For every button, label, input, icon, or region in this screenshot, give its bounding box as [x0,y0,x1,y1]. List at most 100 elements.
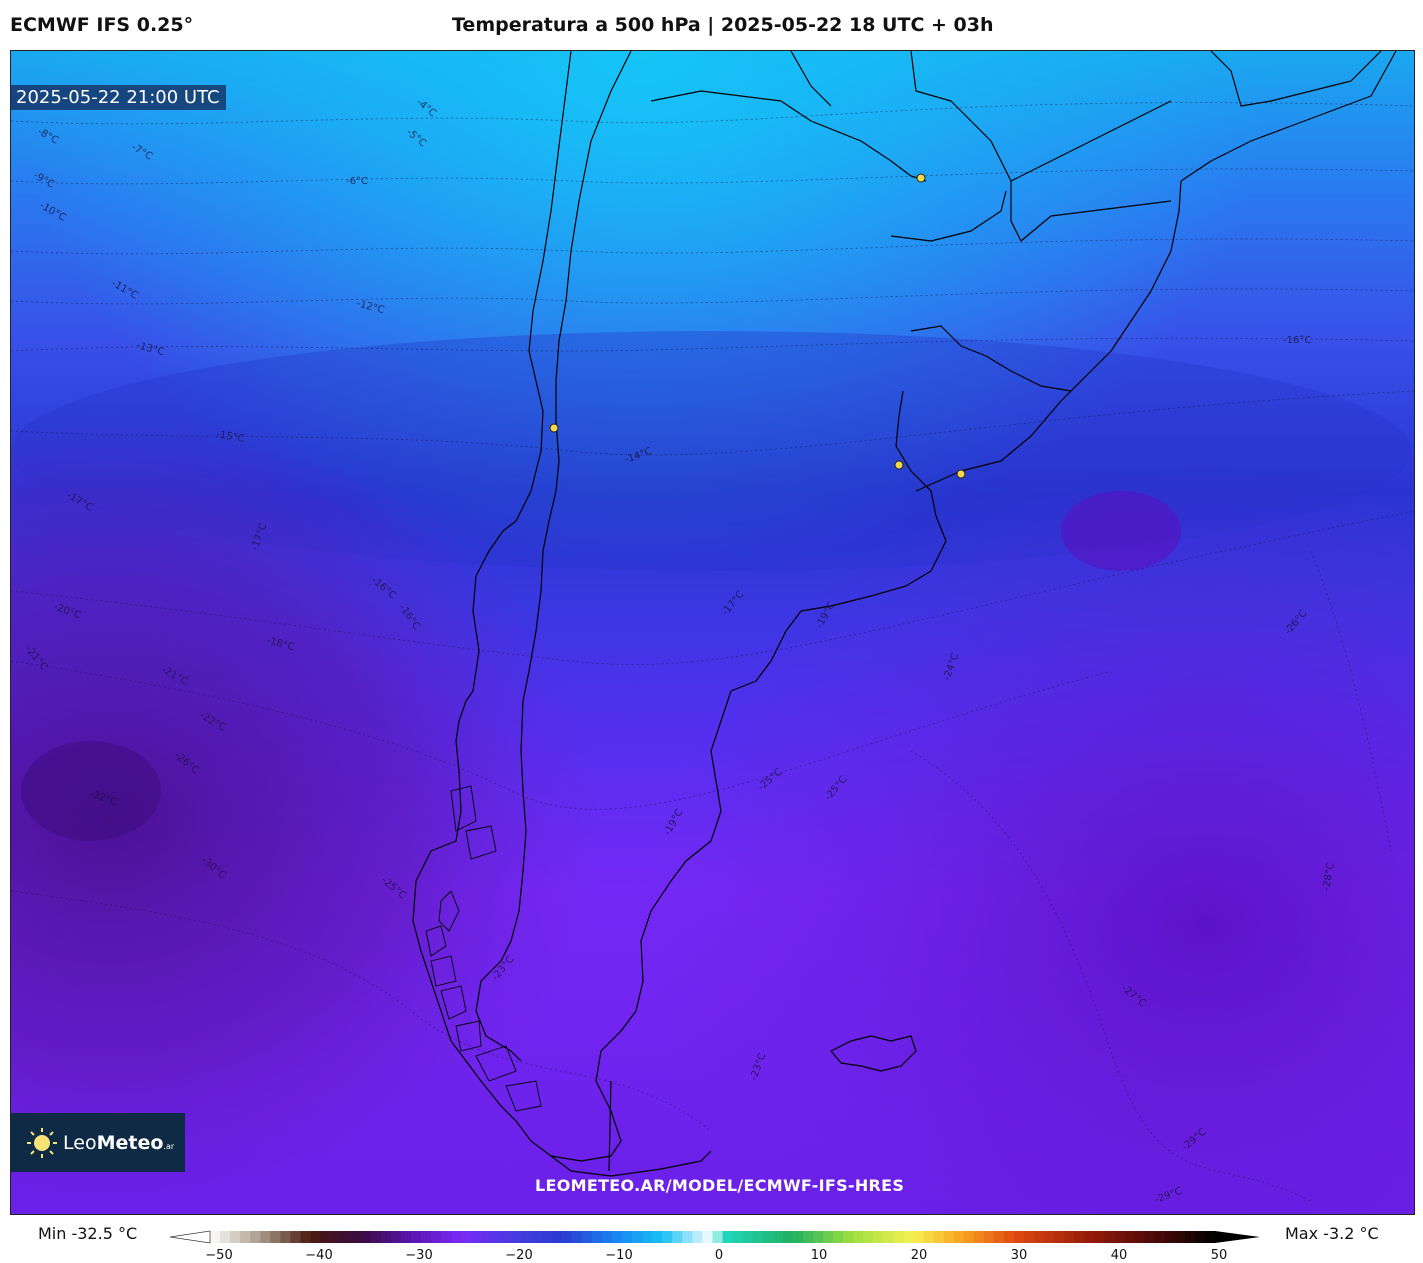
colorbar-tick-label: 40 [1110,1248,1128,1263]
colorbar-cell [1074,1231,1085,1243]
colorbar-tick-label: 50 [1210,1248,1228,1263]
colorbar-cell [772,1231,784,1243]
logo-brand-light: Leo [63,1131,97,1154]
colorbar-cell [1034,1231,1045,1243]
colorbar-cell [400,1231,412,1243]
colorbar-cell [380,1231,392,1243]
colorbar-cell [421,1231,432,1243]
colorbar-cell [350,1231,362,1243]
colorbar-cell [752,1231,764,1243]
colorbar-cell [1114,1231,1126,1243]
colorbar-cell [1204,1231,1216,1243]
colorbar-cell [612,1231,623,1243]
colorbar-cell [521,1231,533,1243]
colorbar-cell [1124,1231,1136,1243]
colorbar-cell [210,1231,221,1243]
colorbar-cell [320,1231,332,1243]
city-marker [916,173,926,183]
colorbar-cell [561,1231,573,1243]
colorbar-cell [993,1231,1005,1243]
colorbar-cell [843,1231,854,1243]
colorbar-cell [581,1231,593,1243]
colorbar-cell [290,1231,302,1243]
min-temperature-label: Min -32.5 °C [38,1224,138,1243]
colorbar-cell [330,1231,342,1243]
colorbar-cell [762,1231,774,1243]
colorbar-cell [1024,1231,1035,1243]
colorbar-cell [240,1231,251,1243]
colorbar-tick-label: 10 [810,1248,828,1263]
map-title: Temperatura a 500 hPa | 2025-05-22 18 UT… [452,14,994,36]
contour-label: -15°C [215,429,245,445]
colorbar-cell [390,1231,402,1243]
colorbar-cell [863,1231,874,1243]
colorbar-cell [1104,1231,1116,1243]
colorbar-cell [280,1231,291,1243]
colorbar-cell [802,1231,814,1243]
map-canvas: -4°C -5°C -6°C -7°C -8°C -9°C -10°C -11°… [11,51,1414,1214]
colorbar-cell [662,1231,673,1243]
colorbar-cell [451,1231,462,1243]
colorbar-cell [260,1231,271,1243]
colorbar-cell [1014,1231,1025,1243]
colorbar-cell [963,1231,975,1243]
colorbar-cell [370,1231,382,1243]
colorbar-cell [340,1231,352,1243]
colorbar-cell [310,1231,322,1243]
colorbar-cell [923,1231,935,1243]
colorbar-cell [1003,1231,1015,1243]
colorbar-cell [431,1231,442,1243]
colorbar-cell [471,1231,482,1243]
colorbar-cell [692,1231,704,1243]
colorbar-tick-label: 30 [1010,1248,1028,1263]
source-watermark: LEOMETEO.AR/MODEL/ECMWF-IFS-HRES [535,1176,905,1195]
colorbar-cell [1184,1231,1196,1243]
colorbar-cell [903,1231,915,1243]
colorbar-cell [893,1231,905,1243]
colorbar-cell [461,1231,472,1243]
colorbar-tick-label: −10 [605,1248,633,1263]
colorbar-cell [853,1231,864,1243]
colorbar-cell [601,1231,613,1243]
logo-suffix: .ar [163,1141,175,1151]
max-temperature-label: Max -3.2 °C [1285,1224,1379,1243]
colorbar-cell [501,1231,513,1243]
colorbar-cell [551,1231,563,1243]
contour-label: -6°C [346,176,368,187]
logo-brand-bold: Meteo [96,1131,164,1154]
colorbar-cell [1094,1231,1106,1243]
colorbar-tick-label: −50 [205,1248,233,1263]
colorbar-cell [913,1231,925,1243]
colorbar-cell [481,1231,492,1243]
model-name: ECMWF IFS 0.25° [10,14,194,36]
colorbar-cell [591,1231,603,1243]
contour-label: -16°C [1283,335,1311,346]
colorbar-cell [933,1231,945,1243]
colorbar-cell [883,1231,894,1243]
colorbar-cell [1154,1231,1166,1243]
colorbar-cell [722,1231,734,1243]
temperature-colorbar [170,1230,1260,1244]
logo-text: LeoMeteo.ar [63,1132,174,1154]
colorbar-tick-label: −20 [505,1248,533,1263]
leometeo-logo[interactable]: LeoMeteo.ar [11,1113,185,1172]
colorbar-cell [813,1231,824,1243]
colorbar-cell [672,1231,683,1243]
valid-time-badge: 2025-05-22 21:00 UTC [10,85,226,110]
colorbar-cell [360,1231,372,1243]
colorbar-cell [732,1231,744,1243]
archipelago [425,785,542,1112]
colorbar-cell [1064,1231,1075,1243]
colorbar-cell [230,1231,241,1243]
colorbar-max-arrow [1215,1231,1260,1243]
colorbar-cell [531,1231,543,1243]
colorbar-cell [953,1231,965,1243]
temperature-map[interactable]: -4°C -5°C -6°C -7°C -8°C -9°C -10°C -11°… [10,50,1415,1215]
colorbar-cell [873,1231,884,1243]
colorbar-cells [210,1231,1216,1243]
colorbar-cell [652,1231,663,1243]
colorbar-cell [1054,1231,1065,1243]
colorbar-cell [250,1231,261,1243]
colorbar-cell [1044,1231,1055,1243]
colorbar-cell [943,1231,955,1243]
